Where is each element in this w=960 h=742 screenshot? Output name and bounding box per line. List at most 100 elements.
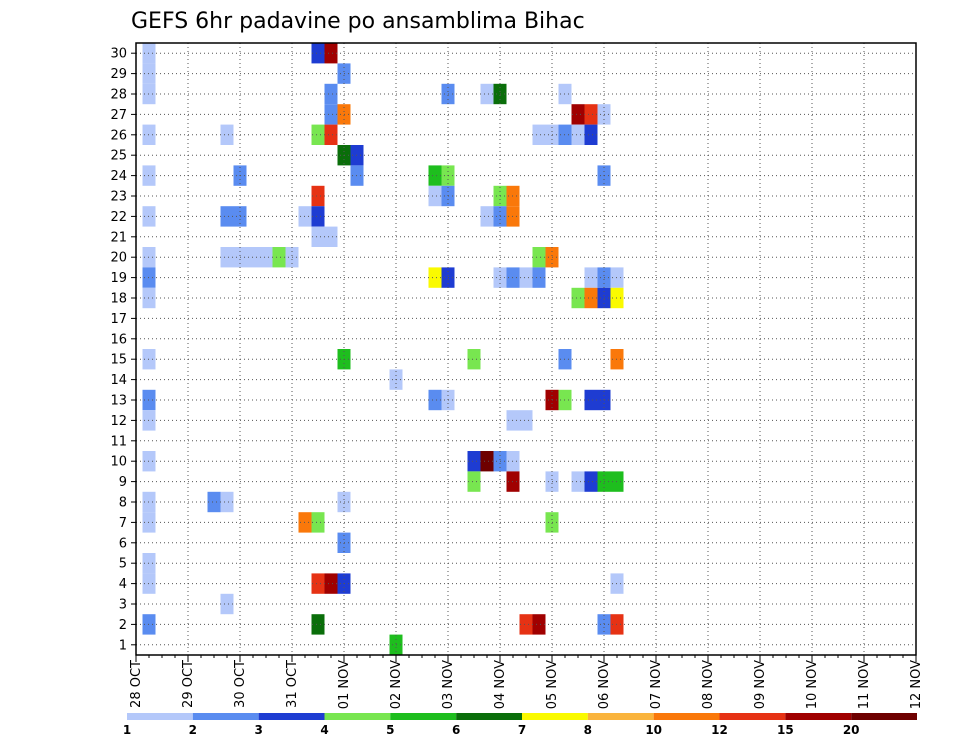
cell-member-22-step-27	[480, 206, 494, 227]
x-axis: 28 OCT 29 OCT 30 OCT 31 OCT 01 NOV 02 NOV 03 N…	[129, 655, 924, 709]
cell-member-28-step-27	[480, 83, 494, 105]
cell-member-26-step-14	[311, 124, 325, 145]
chart-title: GEFS 6hr padavine po ansamblima Bihac	[131, 9, 585, 34]
y-tick-label: 16	[110, 332, 127, 347]
cell-member-19-step-31	[532, 267, 546, 288]
x-tick-label: 07 NOV	[649, 660, 664, 709]
y-tick-label: 6	[119, 536, 127, 551]
x-tick-label: 01 NOV	[337, 660, 352, 709]
y-tick-label: 1	[119, 638, 127, 653]
legend-label: 7	[518, 723, 526, 737]
legend-swatch	[127, 713, 193, 720]
x-tick-label: 04 NOV	[493, 660, 508, 709]
cell-member-13-step-23	[428, 389, 442, 411]
y-tick-label: 20	[110, 251, 127, 266]
x-tick-label: 06 NOV	[597, 660, 612, 709]
legend-swatch	[719, 713, 786, 720]
y-tick-label: 30	[110, 47, 127, 62]
cell-member-20-step-31	[532, 247, 546, 268]
legend-swatch	[522, 713, 588, 720]
y-axis: 1234567891011121314151617181920212223242…	[110, 47, 136, 653]
cell-member-4-step-14	[311, 573, 325, 594]
cell-member-26-step-34	[571, 124, 585, 145]
legend-label: 8	[584, 723, 592, 737]
y-tick-label: 4	[119, 577, 127, 592]
cell-member-19-step-30	[519, 267, 533, 288]
legend-swatch	[653, 713, 720, 720]
y-tick-label: 28	[110, 88, 127, 103]
cell-member-26-step-31	[532, 124, 546, 145]
cell-member-12-step-30	[519, 410, 533, 431]
y-tick-label: 5	[119, 557, 127, 572]
cell-member-10-step-27	[480, 451, 494, 472]
legend-swatch	[192, 713, 259, 720]
x-tick-label: 28 OCT	[129, 660, 144, 708]
cell-member-8-step-7	[220, 491, 234, 513]
y-tick-label: 22	[110, 210, 127, 225]
x-tick-label: 31 OCT	[285, 660, 300, 708]
x-tick-label: 08 NOV	[701, 660, 716, 709]
legend-label: 1	[123, 723, 131, 737]
cell-member-27-step-35	[584, 104, 598, 125]
cell-member-4-step-15	[324, 573, 338, 594]
legend-label: 6	[452, 723, 460, 737]
cell-member-23-step-23	[428, 185, 442, 207]
cell-member-20-step-10	[259, 247, 273, 268]
y-tick-label: 14	[110, 373, 127, 388]
legend-swatch	[587, 713, 654, 720]
y-tick-label: 15	[110, 353, 127, 368]
y-tick-label: 3	[119, 598, 127, 613]
legend-label: 3	[254, 723, 262, 737]
y-tick-label: 19	[110, 271, 127, 286]
legend-swatch	[258, 713, 325, 720]
x-tick-label: 03 NOV	[441, 660, 456, 709]
legend-swatch	[324, 713, 391, 720]
legend-swatch	[390, 713, 457, 720]
cell-member-9-step-35	[584, 471, 598, 492]
legend-label: 5	[386, 723, 394, 737]
precipitation-cells	[142, 43, 624, 655]
y-tick-label: 23	[110, 190, 127, 205]
legend-label: 10	[645, 723, 662, 737]
y-tick-label: 2	[119, 618, 127, 633]
cell-member-26-step-7	[220, 124, 234, 145]
cell-member-22-step-14	[311, 206, 325, 227]
y-tick-label: 27	[110, 108, 127, 123]
cell-member-9-step-26	[467, 471, 481, 492]
x-tick-label: 02 NOV	[389, 660, 404, 709]
y-tick-label: 21	[110, 230, 127, 245]
legend-swatch	[785, 713, 852, 720]
cell-member-21-step-15	[324, 226, 338, 247]
cell-member-20-step-7	[220, 247, 234, 268]
cell-member-18-step-35	[584, 287, 598, 309]
x-tick-label: 11 NOV	[857, 660, 872, 709]
y-tick-label: 9	[119, 475, 127, 490]
y-tick-label: 10	[110, 455, 127, 470]
cell-member-20-step-11	[272, 247, 286, 268]
legend-swatch	[851, 713, 917, 720]
legend-label: 20	[843, 723, 860, 737]
legend-label: 2	[189, 723, 197, 737]
cell-member-26-step-15	[324, 124, 338, 145]
cell-member-7-step-14	[311, 512, 325, 533]
cell-member-2-step-14	[311, 614, 325, 635]
cell-member-19-step-23	[428, 267, 442, 288]
grid-lines	[136, 43, 916, 655]
x-tick-label: 05 NOV	[545, 660, 560, 709]
cell-member-19-step-35	[584, 267, 598, 288]
legend-label: 12	[711, 723, 728, 737]
y-tick-label: 18	[110, 292, 127, 307]
cell-member-9-step-34	[571, 471, 585, 492]
x-tick-label: 30 OCT	[233, 660, 248, 708]
cell-member-18-step-34	[571, 287, 585, 309]
y-tick-label: 25	[110, 149, 127, 164]
cell-member-30-step-14	[311, 43, 325, 64]
y-tick-label: 11	[110, 434, 127, 449]
cell-member-24-step-23	[428, 165, 442, 186]
cell-member-22-step-7	[220, 206, 234, 227]
cell-member-10-step-26	[467, 451, 481, 472]
y-tick-label: 8	[119, 496, 127, 511]
y-tick-label: 29	[110, 67, 127, 82]
cell-member-28-step-15	[324, 83, 338, 105]
